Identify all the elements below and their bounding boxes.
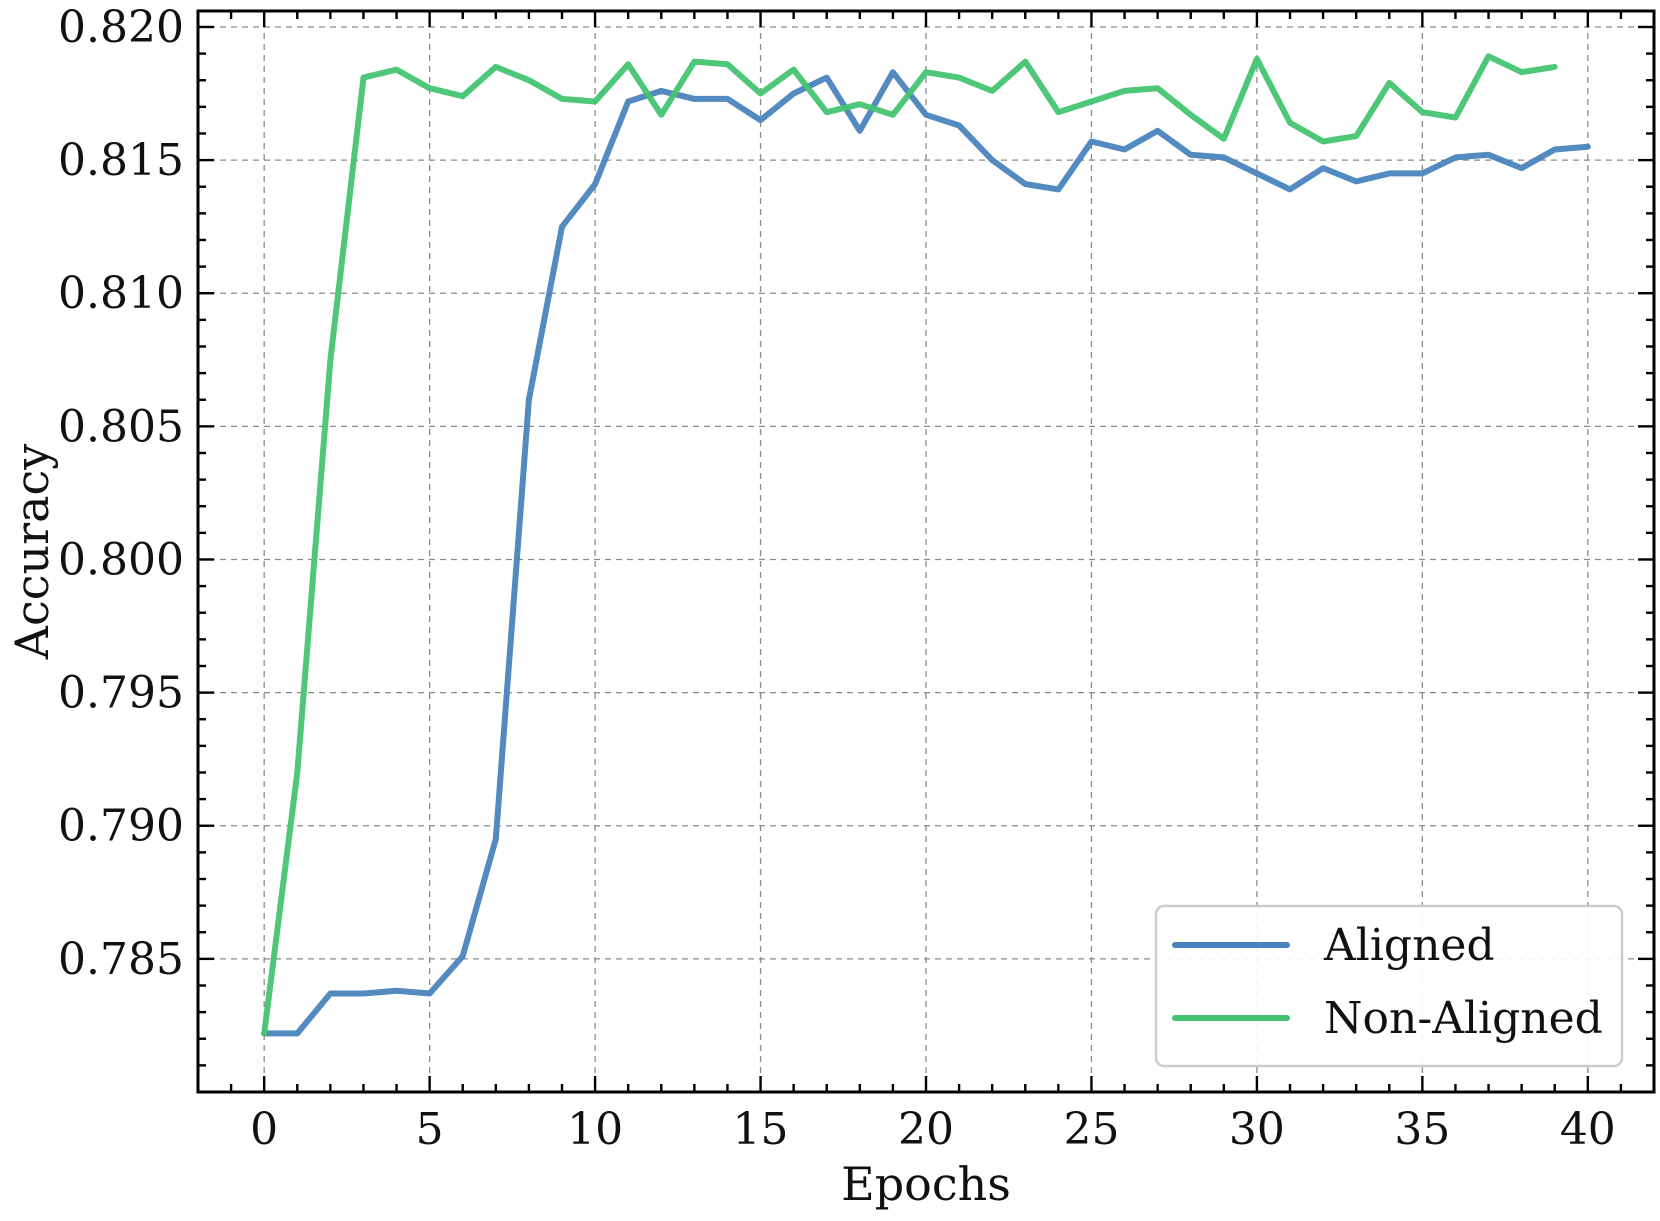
x-tick-label: 25 — [1063, 1104, 1119, 1155]
legend: Aligned Non-Aligned — [1154, 904, 1624, 1068]
y-tick-label: 0.800 — [58, 534, 184, 585]
x-tick-label: 5 — [416, 1104, 444, 1155]
x-axis-label: Epochs — [841, 1157, 1011, 1211]
tick-labels: 0 5 10 15 20 25 30 35 40 0.785 0.790 0.795 0.800 0.80… — [58, 2, 1616, 1155]
x-tick-label: 10 — [567, 1104, 623, 1155]
x-tick-label: 0 — [250, 1104, 278, 1155]
series-lines — [261, 53, 1591, 1037]
x-tick-label: 15 — [733, 1104, 789, 1155]
x-tick-label: 30 — [1229, 1104, 1285, 1155]
y-tick-label: 0.805 — [58, 401, 184, 452]
legend-label-non-aligned: Non-Aligned — [1324, 993, 1603, 1044]
legend-label-aligned: Aligned — [1323, 920, 1495, 971]
x-tick-label: 20 — [898, 1104, 954, 1155]
series-line-non-aligned — [261, 53, 1558, 1037]
y-tick-label: 0.790 — [58, 801, 184, 852]
x-tick-label: 35 — [1394, 1104, 1450, 1155]
x-tick-label: 40 — [1560, 1104, 1616, 1155]
y-tick-label: 0.785 — [58, 934, 184, 985]
y-tick-label: 0.810 — [58, 268, 184, 319]
y-tick-label: 0.795 — [58, 668, 184, 719]
y-tick-label: 0.820 — [58, 2, 184, 53]
y-tick-label: 0.815 — [58, 135, 184, 186]
series-line-aligned — [261, 69, 1591, 1037]
plot-frame — [196, 9, 1656, 1094]
y-axis-label: Accuracy — [5, 444, 59, 661]
